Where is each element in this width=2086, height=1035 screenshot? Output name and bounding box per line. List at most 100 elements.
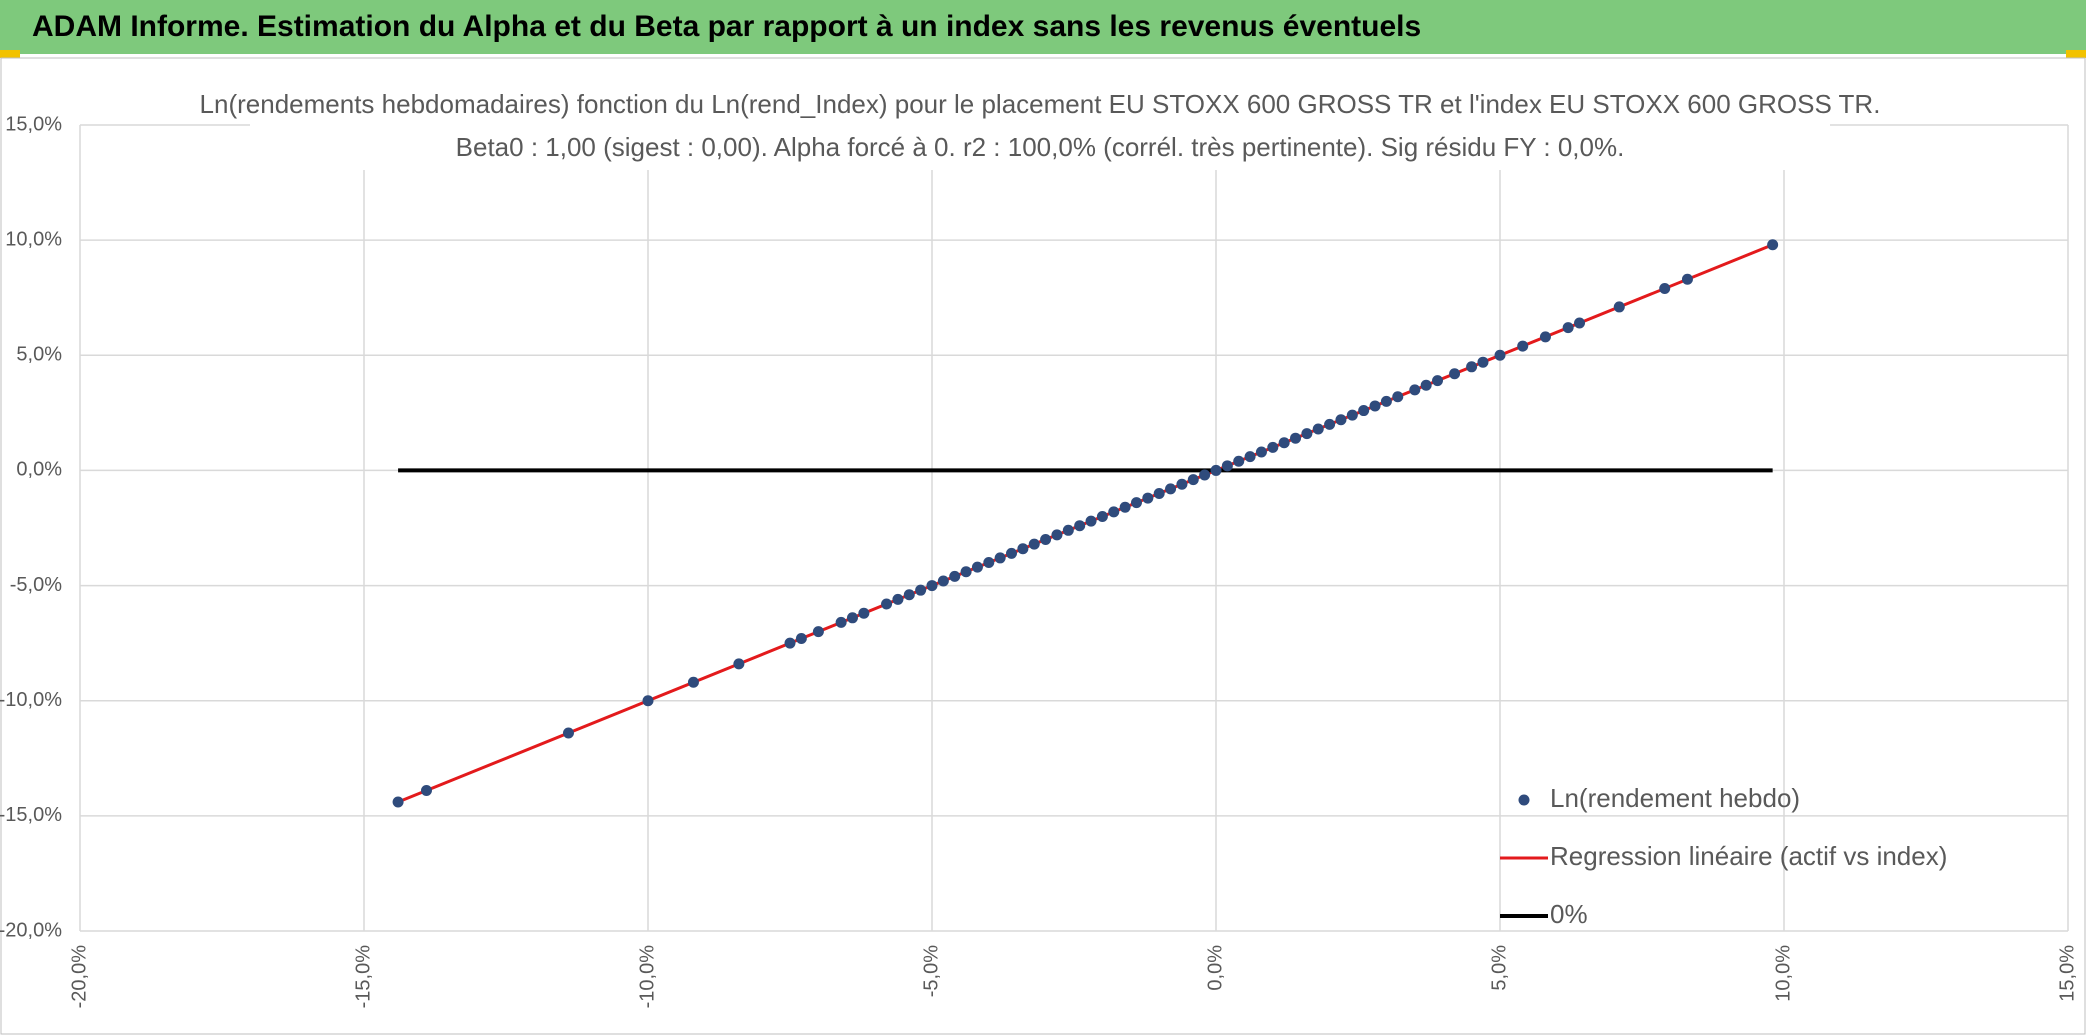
y-tick-label: -15,0%	[0, 804, 62, 826]
point	[915, 584, 927, 596]
point	[1449, 368, 1461, 380]
point	[949, 570, 961, 582]
point	[1267, 441, 1279, 453]
point	[1210, 464, 1222, 476]
point	[1335, 414, 1347, 426]
point	[1574, 317, 1586, 329]
legend-label: 0%	[1550, 899, 1588, 929]
point	[1517, 340, 1529, 352]
point	[1278, 437, 1290, 449]
point	[1659, 283, 1671, 295]
point	[1301, 428, 1313, 440]
point	[1562, 322, 1574, 334]
x-tick-label: -5,0%	[920, 945, 942, 997]
point	[1028, 538, 1040, 550]
title-box	[250, 86, 1830, 170]
plot	[392, 239, 1779, 808]
point	[1369, 400, 1381, 412]
chart-subtitle: Beta0 : 1,00 (sigest : 0,00). Alpha forc…	[456, 132, 1625, 162]
point	[1096, 510, 1108, 522]
y-tick-label: -5,0%	[10, 574, 62, 596]
point	[1392, 391, 1404, 403]
point	[983, 557, 995, 569]
point	[1040, 534, 1052, 546]
point	[1176, 478, 1188, 490]
corner	[2066, 50, 2086, 58]
point	[1244, 451, 1256, 463]
point	[1165, 483, 1177, 495]
point	[1119, 501, 1131, 513]
point	[1681, 273, 1693, 285]
point	[846, 612, 858, 624]
chart-title: Ln(rendements hebdomadaires) fonction du…	[200, 89, 1881, 119]
point	[1074, 520, 1086, 532]
point	[562, 727, 574, 739]
point	[1539, 331, 1551, 343]
point	[1062, 524, 1074, 536]
point	[971, 561, 983, 573]
legend: Ln(rendement hebdo) Regression linéaire (…	[1500, 783, 1947, 929]
point	[1324, 418, 1336, 430]
point	[960, 566, 972, 578]
y-tick-label: 5,0%	[16, 344, 62, 366]
point	[835, 616, 847, 628]
point	[1613, 301, 1625, 313]
point	[1420, 379, 1432, 391]
point	[420, 785, 432, 797]
x-tick-label: -10,0%	[636, 945, 658, 1009]
page-title: ADAM Informe. Estimation du Alpha et du …	[32, 10, 1421, 43]
corner	[0, 50, 20, 58]
point	[1221, 460, 1233, 472]
x-tick-label: -15,0%	[352, 945, 374, 1009]
chart-border	[0, 57, 2086, 1035]
y-tick-label: -20,0%	[0, 919, 62, 941]
point	[1432, 375, 1444, 387]
point	[1346, 409, 1358, 421]
point	[892, 593, 904, 605]
point	[926, 580, 938, 592]
legend-marker	[1518, 794, 1530, 806]
point	[1017, 543, 1029, 555]
point	[994, 552, 1006, 564]
point	[881, 598, 893, 610]
point	[1130, 497, 1142, 509]
point	[1494, 349, 1506, 361]
x-tick-label: 0,0%	[1204, 945, 1226, 991]
point	[1233, 455, 1245, 467]
y-tick-label: -10,0%	[0, 689, 62, 711]
point	[1142, 492, 1154, 504]
legend-label: Regression linéaire (actif vs index)	[1550, 841, 1947, 871]
point	[1153, 487, 1165, 499]
point	[1108, 506, 1120, 518]
point	[1255, 446, 1267, 458]
point	[1187, 474, 1199, 486]
point	[1466, 361, 1478, 373]
point	[1051, 529, 1063, 541]
x-tick-label: 10,0%	[1772, 945, 1794, 1002]
point	[392, 796, 404, 808]
point	[687, 676, 699, 688]
x-tick-label: 5,0%	[1488, 945, 1510, 991]
point	[903, 589, 915, 601]
point	[1358, 405, 1370, 417]
point	[1409, 384, 1421, 396]
y-tick-label: 0,0%	[16, 459, 62, 481]
point	[795, 633, 807, 645]
point	[858, 607, 870, 619]
point	[1380, 395, 1392, 407]
point	[812, 626, 824, 638]
point	[1477, 356, 1489, 368]
x-tick-label: -20,0%	[68, 945, 90, 1009]
point	[784, 637, 796, 649]
legend-label: Ln(rendement hebdo)	[1550, 783, 1800, 813]
point	[1199, 469, 1211, 481]
point	[1006, 547, 1018, 559]
x-tick-label: 15,0%	[2056, 945, 2078, 1002]
point	[1312, 423, 1324, 435]
point	[1290, 432, 1302, 444]
point	[937, 575, 949, 587]
y-tick-label: 15,0%	[5, 113, 62, 135]
point	[1085, 515, 1097, 527]
